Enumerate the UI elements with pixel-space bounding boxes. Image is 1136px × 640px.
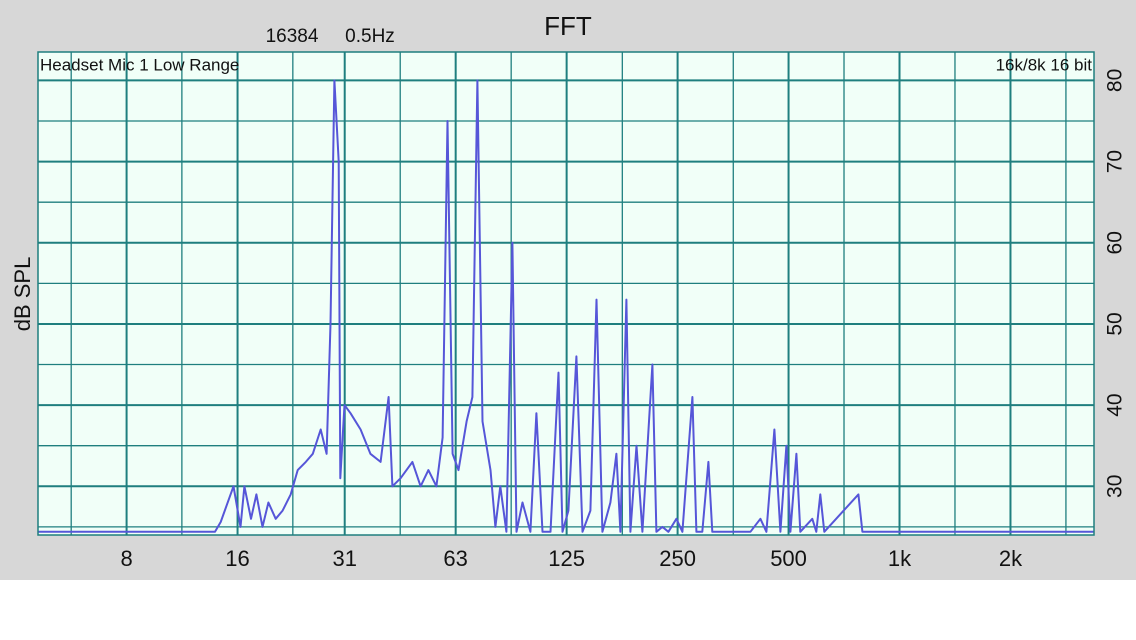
y-tick-label: 50 xyxy=(1104,312,1127,335)
chart-title: FFT xyxy=(544,11,592,41)
x-tick-label: 1k xyxy=(888,546,912,571)
y-tick-label: 60 xyxy=(1104,231,1127,254)
x-tick-label: 250 xyxy=(659,546,696,571)
y-tick-label: 40 xyxy=(1104,393,1127,416)
spectrum-line xyxy=(38,79,1094,533)
x-tick-label: 2k xyxy=(999,546,1023,571)
x-tick-label: 16 xyxy=(225,546,249,571)
resolution: 0.5Hz xyxy=(345,26,395,47)
x-tick-label: 125 xyxy=(548,546,585,571)
x-tick-label: 63 xyxy=(443,546,467,571)
x-tick-label: 8 xyxy=(120,546,132,571)
plot xyxy=(38,79,1094,533)
input-label: Headset Mic 1 Low Range xyxy=(40,55,239,74)
x-tick-label: 500 xyxy=(770,546,807,571)
format-label: 16k/8k 16 bit xyxy=(996,55,1093,74)
fft-size: 16384 xyxy=(266,26,319,47)
y-tick-label: 70 xyxy=(1104,150,1127,173)
x-tick-label: 31 xyxy=(332,546,356,571)
y-axis-label: dB SPL xyxy=(10,257,35,332)
grid xyxy=(38,52,1094,535)
plot-border xyxy=(37,51,1095,536)
y-tick-label: 80 xyxy=(1104,69,1127,92)
y-tick-label: 30 xyxy=(1104,475,1127,498)
